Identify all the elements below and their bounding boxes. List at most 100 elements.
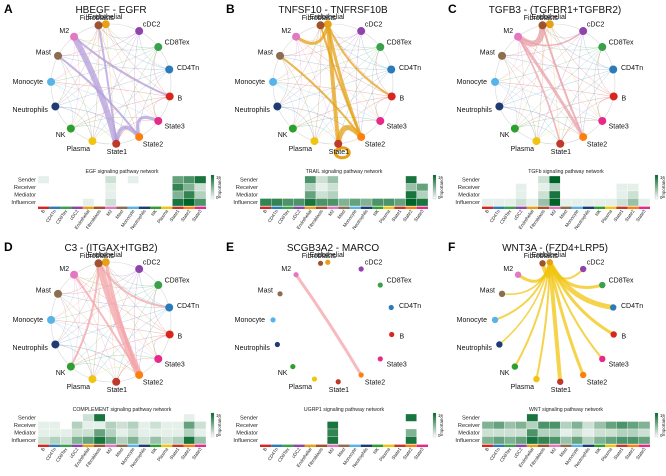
heatmap-cell bbox=[327, 183, 339, 192]
edge bbox=[501, 55, 614, 70]
heatmap-cell bbox=[71, 198, 83, 207]
heatmap-cell bbox=[627, 190, 639, 199]
heatmap-col-label: Mast bbox=[559, 208, 569, 220]
celltype-strip bbox=[127, 206, 139, 209]
edge bbox=[597, 46, 614, 97]
celltype-strip bbox=[94, 206, 106, 209]
node-label: Mast bbox=[36, 50, 51, 57]
node-cd8tex bbox=[599, 281, 606, 289]
celltype-strip bbox=[60, 206, 72, 209]
heatmap-cell bbox=[127, 183, 139, 192]
heatmap-cell bbox=[504, 421, 516, 430]
heatmap-cell bbox=[593, 175, 606, 184]
edge bbox=[73, 274, 159, 289]
node-label: CD4Tn bbox=[399, 303, 421, 310]
heatmap-cell bbox=[49, 428, 61, 437]
heatmap-cell bbox=[327, 428, 339, 437]
edge bbox=[138, 31, 170, 70]
heatmap-cell bbox=[593, 198, 606, 207]
node-label: NK bbox=[278, 370, 288, 377]
ligand-receptor-title: SCGB3A2 - MARCO bbox=[287, 243, 379, 254]
heatmap-cell bbox=[360, 421, 373, 430]
heatmap-col-label: Plasma bbox=[378, 446, 391, 462]
heatmap-cell bbox=[71, 436, 83, 445]
heatmap-cell bbox=[116, 413, 128, 422]
celltype-strip bbox=[82, 206, 94, 209]
panel-f: F WNT3A - (FZD4+LRP5) B CD4Tn CD8Tex cDC2 Endo… bbox=[444, 238, 666, 476]
heatmap-cell bbox=[504, 436, 516, 445]
edge bbox=[153, 334, 170, 360]
heatmap-cell bbox=[315, 190, 328, 199]
heatmap-cell bbox=[605, 421, 617, 430]
heatmap-cell bbox=[71, 421, 83, 430]
heatmap-cell bbox=[105, 413, 117, 422]
heatmap-cell bbox=[383, 190, 395, 199]
node-m2 bbox=[293, 272, 299, 278]
heatmap-cell bbox=[37, 413, 50, 422]
heatmap-row-label: Influencer bbox=[233, 200, 258, 206]
heatmap-cell bbox=[638, 198, 651, 207]
edge-strong bbox=[516, 35, 585, 139]
node-cd4tn bbox=[610, 304, 617, 311]
heatmap-cell bbox=[560, 198, 572, 207]
heatmap-cell bbox=[271, 421, 283, 430]
node-label: B bbox=[622, 334, 627, 341]
heatmap-col-label: B bbox=[484, 209, 490, 214]
heatmap-cell bbox=[282, 428, 294, 437]
edge bbox=[360, 31, 392, 70]
heatmap-cell bbox=[60, 190, 72, 199]
heatmap-cell bbox=[105, 428, 117, 437]
edge-strong bbox=[548, 260, 585, 377]
heatmap-cell bbox=[282, 175, 294, 184]
heatmap-cell bbox=[327, 198, 339, 207]
heatmap-col-label: State1 bbox=[613, 208, 625, 222]
heatmap-cell bbox=[405, 428, 417, 437]
node-state3 bbox=[376, 116, 385, 125]
node-nk bbox=[290, 363, 296, 370]
node-label: State1 bbox=[551, 149, 571, 156]
heatmap-cell bbox=[338, 175, 350, 184]
node-monocyte bbox=[491, 77, 500, 86]
heatmap-cell bbox=[481, 436, 494, 445]
edge bbox=[50, 319, 117, 382]
node-b bbox=[389, 331, 395, 338]
edge bbox=[514, 24, 551, 129]
heatmap-cell bbox=[183, 190, 195, 199]
celltype-strip bbox=[150, 444, 162, 447]
heatmap-cell bbox=[560, 183, 572, 192]
heatmap-col-label: B bbox=[484, 447, 490, 452]
heatmap-cell bbox=[383, 175, 395, 184]
heatmap-cell bbox=[571, 183, 583, 192]
edge bbox=[55, 69, 170, 107]
edge-strong bbox=[71, 33, 120, 147]
edge-strong bbox=[136, 115, 160, 139]
heatmap-row-label: Sender bbox=[240, 416, 258, 422]
node-label: CD4Tn bbox=[177, 303, 199, 310]
node-label: Mast bbox=[258, 288, 273, 295]
heatmap-cell bbox=[371, 436, 384, 445]
heatmap-cell bbox=[60, 175, 72, 184]
node-label: Monocyte bbox=[457, 317, 487, 324]
node-cdc2 bbox=[135, 265, 144, 274]
heatmap-cell bbox=[127, 190, 139, 199]
heatmap-cell bbox=[49, 421, 61, 430]
heatmap-cell bbox=[60, 421, 72, 430]
edge bbox=[73, 274, 170, 335]
celltype-strip bbox=[293, 206, 305, 209]
celltype-strip bbox=[405, 444, 417, 447]
heatmap-cell bbox=[271, 183, 283, 192]
heatmap-cell bbox=[127, 175, 139, 184]
celltype-strip bbox=[360, 444, 372, 447]
heatmap-row-label: Receiver bbox=[14, 185, 36, 191]
node-plasma bbox=[533, 375, 540, 383]
heatmap-cell bbox=[271, 436, 283, 445]
heatmap-cell bbox=[293, 190, 305, 199]
edge bbox=[277, 106, 315, 142]
celltype-strip bbox=[360, 206, 372, 209]
edge bbox=[549, 24, 603, 49]
node-label: CD8Tex bbox=[387, 40, 412, 47]
node-nk bbox=[511, 363, 519, 370]
edge bbox=[356, 30, 362, 138]
node-label: B bbox=[178, 334, 183, 341]
heatmap-cell bbox=[304, 436, 317, 445]
